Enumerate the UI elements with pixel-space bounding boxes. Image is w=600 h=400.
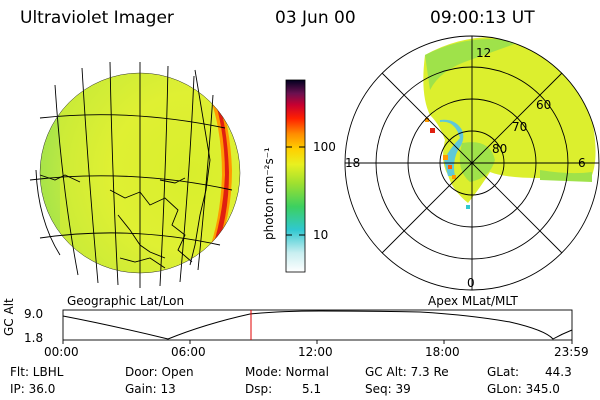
time-label: 09:00:13 UT xyxy=(430,8,535,28)
lat-label-70: 70 xyxy=(512,120,528,134)
lat-label-80: 80 xyxy=(492,142,508,156)
time-tick-0600: 06:00 xyxy=(171,345,206,359)
info-glat: GLat: xyxy=(487,365,520,379)
coastlines xyxy=(39,69,211,269)
info-door: Door: Open xyxy=(125,365,194,379)
info-gain: Gain: 13 xyxy=(125,382,176,396)
geographic-label: Geographic Lat/Lon xyxy=(67,294,185,308)
colorbar-tick-10: 10 xyxy=(313,228,329,242)
info-mode: Mode: Normal xyxy=(245,365,329,379)
info-seq: Seq: 39 xyxy=(365,382,411,396)
info-glat-value: 44.3 xyxy=(545,365,572,379)
polar-plot xyxy=(344,35,600,291)
date-label: 03 Jun 00 xyxy=(275,8,356,28)
colorbar-unit-label: photon cm⁻²s⁻¹ xyxy=(262,147,276,240)
mlt-label-12: 12 xyxy=(476,46,492,60)
apex-label: Apex MLat/MLT xyxy=(428,294,518,308)
alt-tick-1-8: 1.8 xyxy=(24,331,44,345)
time-tick-2359: 23:59 xyxy=(554,345,589,359)
color-bar xyxy=(285,79,306,273)
info-ip: IP: 36.0 xyxy=(10,382,56,396)
info-dsp-value: 5.1 xyxy=(302,382,322,396)
earth-image xyxy=(29,61,241,288)
time-tick-1200: 12:00 xyxy=(298,345,333,359)
time-tick-1800: 18:00 xyxy=(425,345,460,359)
mlt-label-18: 18 xyxy=(345,156,361,170)
altitude-plot xyxy=(62,309,573,344)
mlt-label-6: 6 xyxy=(578,156,586,170)
instrument-title: Ultraviolet Imager xyxy=(20,8,174,28)
gc-alt-axis-label: GC Alt xyxy=(2,298,16,336)
colorbar-tick-100: 100 xyxy=(313,140,336,154)
mlt-label-0: 0 xyxy=(467,276,475,290)
info-dsp: Dsp: xyxy=(245,382,273,396)
lat-label-60: 60 xyxy=(536,98,552,112)
time-tick-0000: 00:00 xyxy=(44,345,79,359)
info-glon: GLon: 345.0 xyxy=(487,382,560,396)
alt-tick-9: 9.0 xyxy=(24,307,44,321)
info-flt: Flt: LBHL xyxy=(10,365,64,379)
info-gc-alt: GC Alt: 7.3 Re xyxy=(365,365,449,379)
